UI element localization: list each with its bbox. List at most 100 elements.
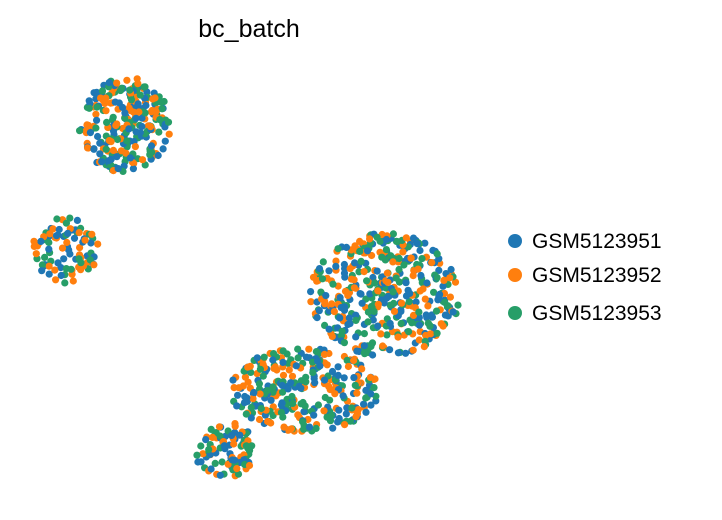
scatter-point-511	[352, 316, 360, 324]
scatter-point-612	[408, 319, 416, 327]
legend-marker-gsm5123953	[508, 306, 522, 320]
scatter-point-299	[61, 279, 69, 287]
scatter-point-255	[98, 158, 106, 166]
scatter-point-588	[367, 342, 375, 351]
scatter-point-963	[344, 362, 352, 371]
scatter-point-723	[426, 322, 434, 330]
scatter-point-1051	[256, 365, 264, 373]
scatter-point-980	[351, 381, 359, 389]
scatter-point-287	[57, 264, 65, 272]
scatter-point-710	[332, 262, 340, 270]
scatter-point-820	[247, 368, 255, 376]
scatter-point-751	[382, 235, 391, 244]
scatter-point-596	[447, 265, 455, 274]
scatter-point-176	[133, 102, 141, 110]
scatter-point-160	[134, 80, 142, 88]
scatter-point-1005	[269, 356, 277, 364]
scatter-point-762	[398, 299, 406, 307]
scatter-points	[30, 75, 462, 480]
scatter-point-544	[441, 311, 449, 319]
scatter-point-497	[446, 293, 454, 301]
scatter-point-700	[325, 325, 333, 333]
scatter-point-343	[30, 237, 38, 245]
scatter-point-1058	[314, 401, 322, 409]
scatter-point-689	[357, 257, 365, 265]
scatter-point-991	[294, 354, 302, 362]
scatter-point-698	[402, 234, 410, 242]
scatter-point-162	[138, 114, 146, 122]
scatter-point-693	[436, 290, 444, 298]
scatter-point-732	[371, 279, 379, 287]
scatter-point-705	[394, 333, 402, 341]
scatter-point-209	[141, 109, 149, 117]
scatter-point-377	[369, 351, 377, 359]
scatter-point-256	[85, 104, 93, 112]
scatter-point-720	[364, 318, 372, 326]
scatter-point-558	[345, 314, 353, 322]
scatter-point-1138	[245, 461, 254, 470]
scatter-point-953	[279, 388, 287, 396]
scatter-point-666	[350, 284, 358, 292]
scatter-point-945	[247, 414, 255, 422]
scatter-point-743	[414, 265, 422, 273]
scatter-point-929	[335, 406, 343, 414]
legend-label-gsm5123952: GSM5123952	[532, 264, 662, 287]
scatter-point-721	[421, 337, 429, 345]
scatter-point-316	[66, 250, 74, 258]
scatter-point-267	[60, 255, 68, 263]
scatter-point-769	[344, 291, 352, 299]
scatter-point-407	[435, 266, 443, 274]
scatter-point-430	[390, 299, 398, 307]
scatter-point-293	[45, 270, 53, 278]
scatter-point-1048	[341, 421, 349, 429]
scatter-point-563	[361, 350, 369, 358]
scatter-point-579	[336, 294, 344, 302]
scatter-point-1021	[367, 401, 375, 409]
scatter-point-148	[113, 153, 121, 161]
scatter-point-954	[360, 400, 368, 408]
scatter-point-671	[356, 290, 364, 298]
scatter-point-668	[402, 279, 410, 287]
scatter-point-664	[387, 252, 395, 260]
scatter-point-592	[428, 311, 436, 319]
scatter-point-1151	[231, 422, 239, 430]
scatter-point-190	[94, 132, 102, 141]
scatter-point-1125	[218, 458, 226, 466]
scatter-point-981	[278, 399, 286, 407]
scatter-point-1020	[243, 394, 251, 402]
scatter-point-388	[383, 331, 391, 339]
scatter-point-251	[105, 79, 113, 87]
scatter-point-644	[427, 330, 435, 338]
scatter-point-300	[94, 240, 102, 248]
scatter-point-744	[417, 271, 425, 280]
scatter-point-709	[329, 280, 337, 288]
legend-label-gsm5123951: GSM5123951	[532, 230, 662, 253]
scatter-point-1018	[339, 392, 347, 400]
scatter-point-278	[70, 234, 79, 242]
scatter-point-917	[370, 384, 378, 392]
scatter-point-609	[405, 298, 413, 306]
scatter-point-307	[51, 266, 59, 274]
scatter-point-573	[397, 307, 405, 315]
scatter-point-1022	[328, 367, 337, 376]
scatter-point-1119	[193, 451, 201, 459]
scatter-point-1148	[236, 431, 244, 439]
scatter-point-230	[157, 98, 165, 106]
scatter-point-328	[49, 225, 57, 233]
scatter-point-637	[405, 328, 413, 336]
scatter-point-158	[102, 107, 110, 115]
scatter-point-216	[158, 105, 166, 113]
scatter-point-1068	[267, 396, 275, 404]
scatter-point-719	[363, 247, 372, 255]
scatter-point-240	[83, 121, 91, 129]
scatter-point-692	[377, 330, 385, 338]
scatter-point-246	[147, 142, 156, 150]
scatter-point-615	[350, 276, 358, 284]
scatter-point-914	[325, 382, 333, 390]
scatter-point-717	[383, 294, 391, 302]
scatter-point-208	[146, 151, 154, 159]
scatter-point-206	[103, 118, 111, 126]
scatter-point-349	[81, 236, 89, 244]
scatter-point-858	[334, 363, 342, 371]
scatter-point-659	[325, 267, 333, 275]
